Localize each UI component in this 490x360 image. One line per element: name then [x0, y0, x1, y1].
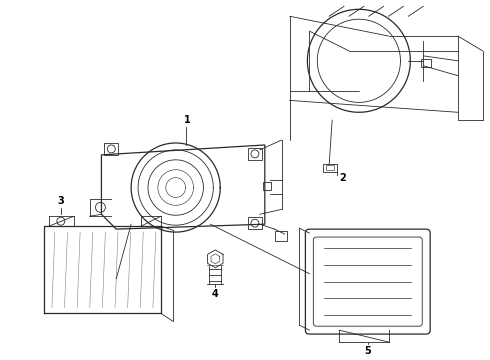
Bar	[248, 217, 262, 229]
Bar	[323, 164, 337, 172]
Text: 3: 3	[57, 196, 64, 206]
Bar	[104, 143, 118, 155]
Text: 2: 2	[339, 173, 346, 183]
Text: 1: 1	[184, 115, 191, 125]
Bar	[326, 165, 334, 170]
Bar	[275, 231, 287, 241]
Text: 5: 5	[365, 346, 371, 356]
Text: 4: 4	[212, 288, 219, 298]
Bar	[263, 181, 271, 189]
Bar	[248, 148, 262, 160]
Bar	[421, 59, 431, 67]
